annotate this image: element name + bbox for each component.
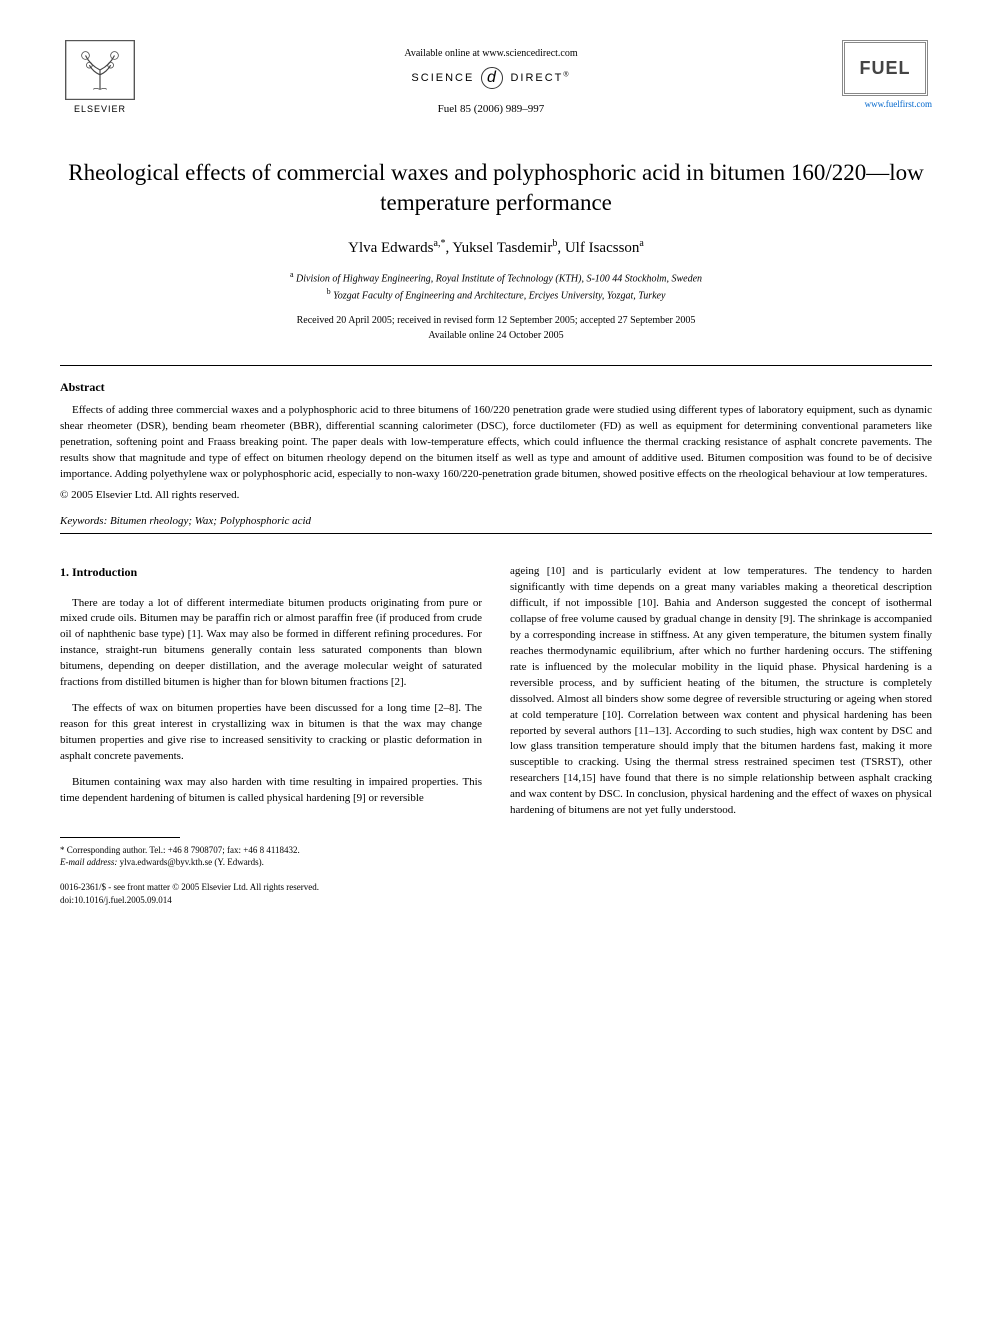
bottom-meta: 0016-2361/$ - see front matter © 2005 El… (60, 881, 482, 906)
sd-left: SCIENCE (411, 72, 474, 84)
available-online-date: Available online 24 October 2005 (60, 330, 932, 341)
left-column: 1. Introduction There are today a lot of… (60, 564, 482, 906)
elsevier-tree-icon (65, 40, 135, 100)
affil-b-text: Yozgat Faculty of Engineering and Archit… (333, 290, 665, 301)
corresponding-author-footnote: * Corresponding author. Tel.: +46 8 7908… (60, 844, 482, 869)
article-title: Rheological effects of commercial waxes … (60, 158, 932, 218)
author-1: Ylva Edwards (348, 240, 433, 256)
keywords-label: Keywords: (60, 515, 107, 527)
received-dates: Received 20 April 2005; received in revi… (60, 315, 932, 326)
science-direct-logo: SCIENCE d DIRECT® (140, 67, 842, 89)
intro-para-4: ageing [10] and is particularly evident … (510, 564, 932, 819)
available-online-text: Available online at www.sciencedirect.co… (140, 48, 842, 59)
header-top: ELSEVIER Available online at www.science… (60, 40, 932, 130)
fuel-url-link[interactable]: www.fuelfirst.com (842, 99, 932, 109)
sd-at-icon: d (481, 67, 503, 89)
author-3-sup: a (639, 238, 643, 249)
elsevier-logo: ELSEVIER (60, 40, 140, 130)
rule-before-abstract (60, 365, 932, 366)
rule-after-keywords (60, 533, 932, 534)
fuel-journal-logo: FUEL (842, 40, 928, 96)
author-1-sup: a,* (434, 238, 446, 249)
footnote-email-label: E-mail address: (60, 857, 117, 867)
abstract-heading: Abstract (60, 380, 932, 395)
keywords-text: Bitumen rheology; Wax; Polyphosphoric ac… (110, 515, 311, 527)
journal-reference: Fuel 85 (2006) 989–997 (140, 103, 842, 115)
footnote-corresponding: * Corresponding author. Tel.: +46 8 7908… (60, 844, 482, 857)
intro-para-3: Bitumen containing wax may also harden w… (60, 775, 482, 807)
header-center: Available online at www.sciencedirect.co… (140, 40, 842, 115)
footnote-email-line: E-mail address: ylva.edwards@byv.kth.se … (60, 856, 482, 869)
right-column: ageing [10] and is particularly evident … (510, 564, 932, 906)
footnote-rule (60, 837, 180, 838)
kekeywords-line: Keywords: Bitumen rheology; Wax; Polypho… (60, 515, 932, 527)
issn-line: 0016-2361/$ - see front matter © 2005 El… (60, 881, 482, 894)
body-two-columns: 1. Introduction There are today a lot of… (60, 564, 932, 906)
author-2-sup: b (552, 238, 557, 249)
author-3: Ulf Isacsson (565, 240, 640, 256)
affil-a-text: Division of Highway Engineering, Royal I… (296, 273, 702, 284)
fuel-logo-block: FUEL www.fuelfirst.com (842, 40, 932, 109)
sd-right: DIRECT (510, 72, 563, 84)
section-1-heading: 1. Introduction (60, 564, 482, 581)
author-2: Yuksel Tasdemir (452, 240, 552, 256)
authors-line: Ylva Edwardsa,*, Yuksel Tasdemirb, Ulf I… (60, 238, 932, 257)
footnote-email: ylva.edwards@byv.kth.se (Y. Edwards). (120, 857, 264, 867)
intro-para-1: There are today a lot of different inter… (60, 596, 482, 692)
abstract-text: Effects of adding three commercial waxes… (60, 403, 932, 483)
copyright-line: © 2005 Elsevier Ltd. All rights reserved… (60, 489, 932, 501)
affil-b-sup: b (327, 287, 331, 296)
affiliations: a Division of Highway Engineering, Royal… (60, 269, 932, 304)
elsevier-label: ELSEVIER (74, 104, 126, 114)
affil-a-sup: a (290, 270, 294, 279)
intro-para-2: The effects of wax on bitumen properties… (60, 701, 482, 765)
doi-line: doi:10.1016/j.fuel.2005.09.014 (60, 894, 482, 907)
